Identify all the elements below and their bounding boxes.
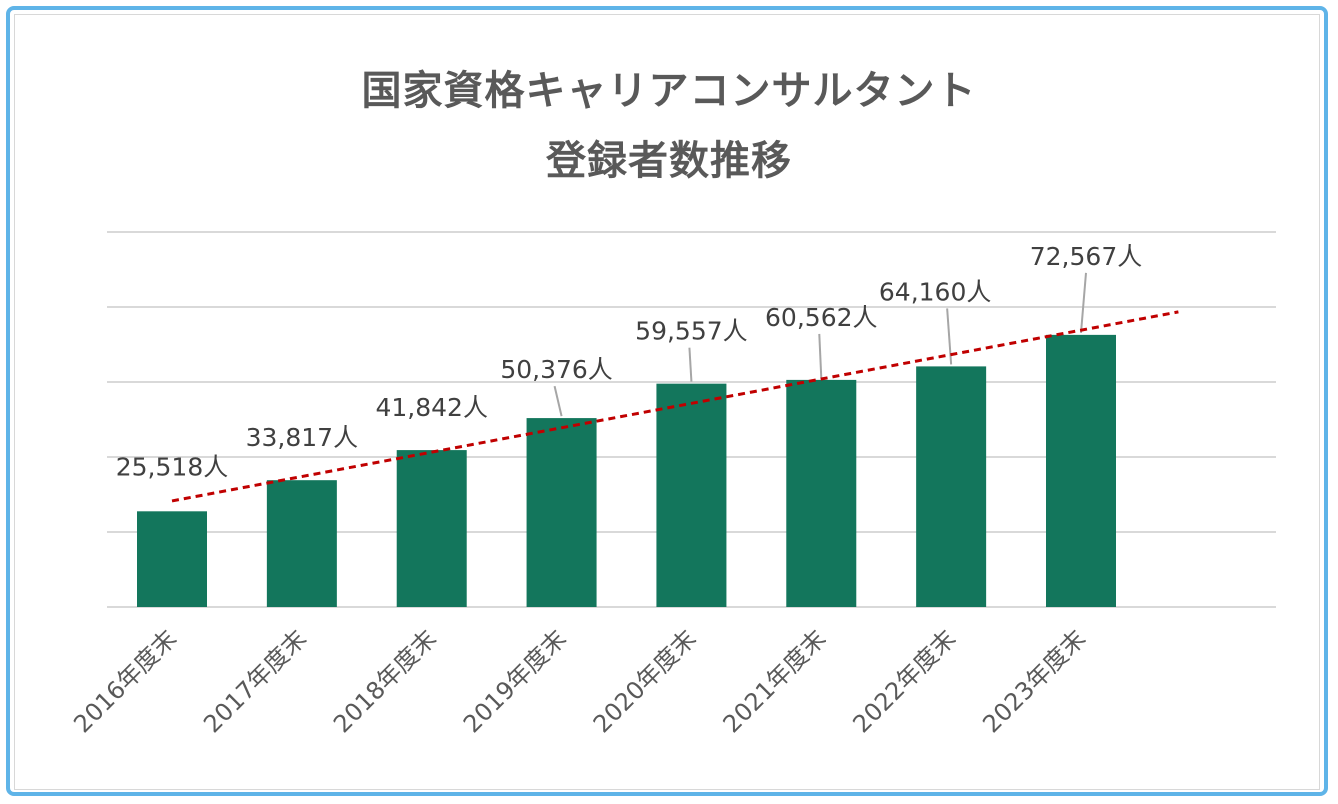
data-label: 60,562人 xyxy=(765,303,877,332)
x-tick-label: 2018年度末 xyxy=(328,624,442,738)
x-tick-label: 2021年度末 xyxy=(718,624,832,738)
chart-subtitle: 登録者数推移 xyxy=(546,138,792,184)
trendline xyxy=(171,310,1179,503)
leader-line xyxy=(1080,272,1087,333)
bar xyxy=(786,379,857,607)
data-label: 64,160人 xyxy=(879,277,991,306)
data-label: 41,842人 xyxy=(375,393,487,422)
leader-line xyxy=(818,333,823,378)
bar xyxy=(916,366,987,607)
data-label: 50,376人 xyxy=(500,355,612,384)
x-tick-label: 2019年度末 xyxy=(458,624,572,738)
leader-line xyxy=(946,308,953,365)
bar xyxy=(656,383,727,607)
bar xyxy=(266,480,337,607)
x-tick-label: 2016年度末 xyxy=(68,624,182,738)
data-label: 33,817人 xyxy=(246,423,358,452)
data-label: 25,518人 xyxy=(116,452,228,481)
leader-line xyxy=(553,385,563,417)
x-tick-label: 2020年度末 xyxy=(588,624,702,738)
bar xyxy=(1045,334,1116,607)
bar xyxy=(137,511,207,607)
data-label: 59,557人 xyxy=(635,317,747,346)
leader-line xyxy=(688,347,693,382)
bar xyxy=(396,450,467,607)
bar xyxy=(526,418,597,607)
chart-area xyxy=(14,14,1320,790)
x-tick-label: 2023年度末 xyxy=(977,624,1091,738)
x-tick-label: 2017年度末 xyxy=(198,624,312,738)
chart-title: 国家資格キャリアコンサルタント xyxy=(361,68,977,114)
x-tick-label: 2022年度末 xyxy=(847,624,961,738)
data-label: 72,567人 xyxy=(1030,242,1142,271)
